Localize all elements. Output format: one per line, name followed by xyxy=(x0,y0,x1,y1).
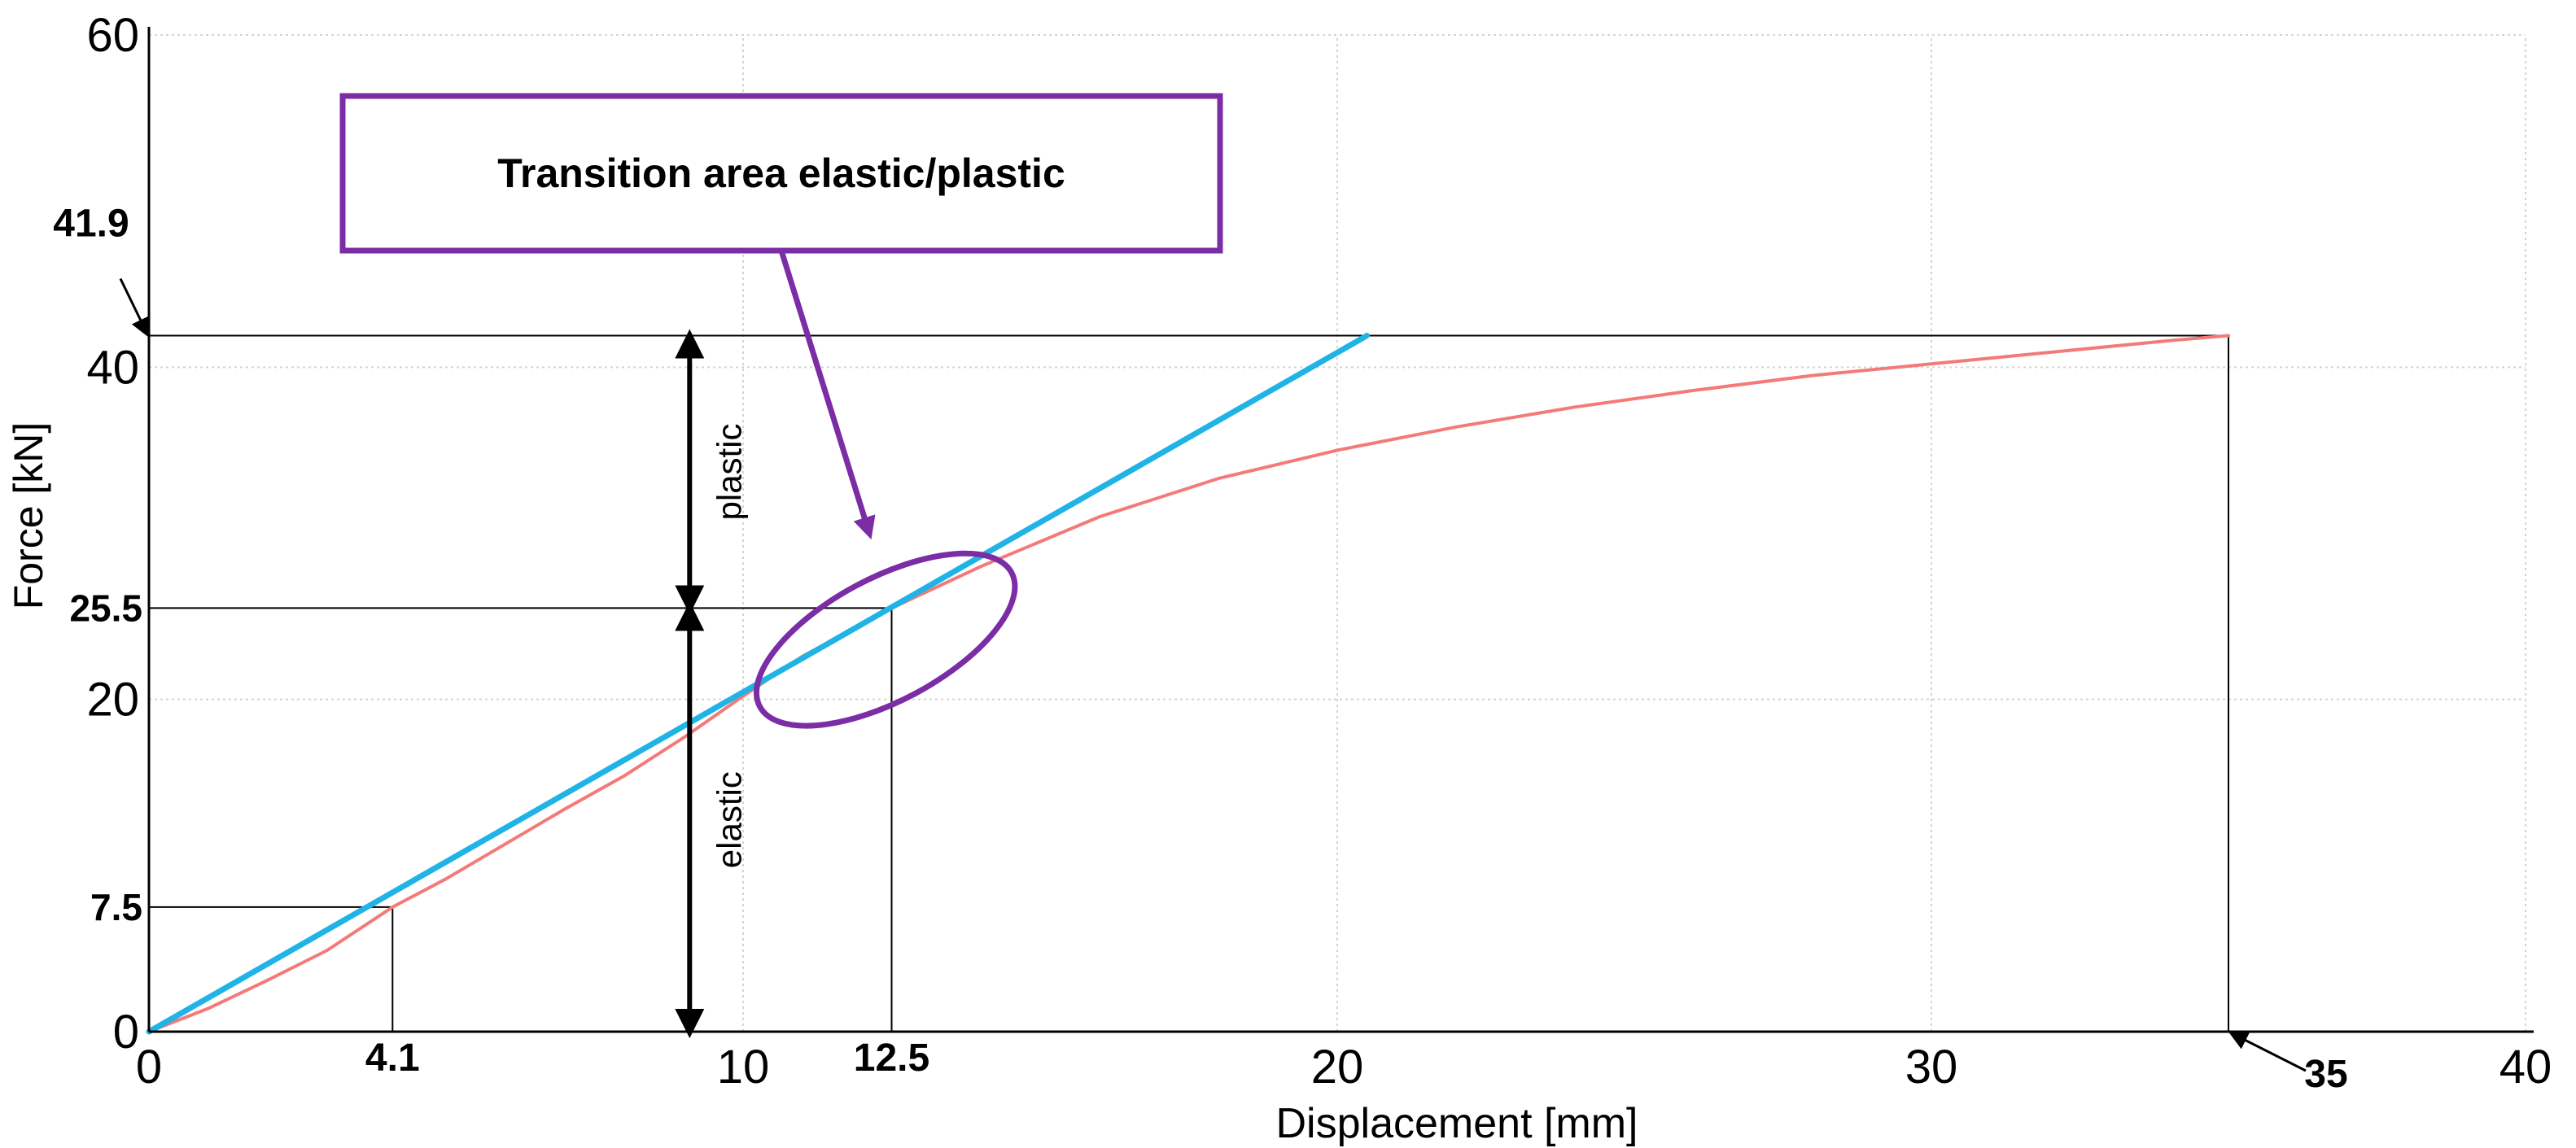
x-marked-value-label: 35 xyxy=(2304,1053,2347,1096)
x-marked-value-label: 12.5 xyxy=(854,1037,929,1080)
transition-annotation: Transition area elastic/plastic xyxy=(339,93,1223,729)
x-axis-label: Displacement [mm] xyxy=(1276,1100,1638,1147)
y-axis-label: Force [kN] xyxy=(6,422,51,610)
x-tick-label: 30 xyxy=(1905,1041,1958,1093)
x-tick-label: 20 xyxy=(1311,1041,1364,1093)
grid-lines xyxy=(149,34,2526,1032)
axes: 0 10 20 30 40 0 20 40 60 4.1 12.5 35 7.5 25.5 41.9 xyxy=(53,9,2552,1096)
x-tick-label: 10 xyxy=(717,1041,770,1093)
region-label-elastic: elastic xyxy=(710,771,748,868)
x-tick-label: 0 xyxy=(136,1041,162,1093)
y-tick-label: 0 xyxy=(113,1006,139,1059)
reference-lines xyxy=(149,334,2229,1032)
y-marked-value-label: 7.5 xyxy=(90,886,142,928)
y-tick-label: 60 xyxy=(86,9,139,62)
data-series xyxy=(146,333,2230,1035)
region-arrows: elastic plastic xyxy=(675,329,748,1038)
callout-box xyxy=(339,93,1223,254)
y-tick-label: 20 xyxy=(86,674,139,727)
y-pointer-arrow xyxy=(119,277,150,338)
region-label-plastic: plastic xyxy=(710,423,748,520)
y-marked-value-label: 41.9 xyxy=(53,203,129,246)
x-marked-value-label: 4.1 xyxy=(365,1037,420,1080)
y-marked-value-label: 25.5 xyxy=(69,587,142,629)
y-tick-label: 40 xyxy=(86,341,139,394)
transition-arrow xyxy=(778,249,876,540)
transition-ellipse xyxy=(753,550,1018,729)
callout-text: Transition area elastic/plastic xyxy=(497,151,1065,196)
x-tick-label: 40 xyxy=(2499,1041,2552,1093)
x-pointer-arrow xyxy=(2228,1031,2307,1072)
